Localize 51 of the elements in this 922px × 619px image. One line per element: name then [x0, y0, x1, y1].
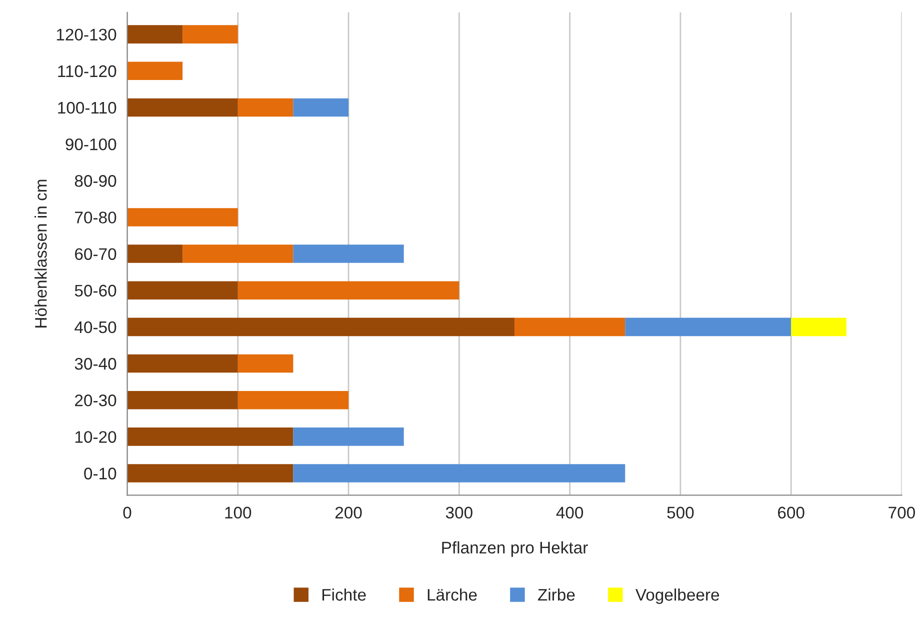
x-tick-label: 200 — [335, 506, 362, 519]
y-tick-label: 100-110 — [58, 102, 116, 114]
x-tick-label: 100 — [225, 506, 252, 519]
bar — [293, 464, 626, 482]
y-tick-label: 30-40 — [74, 358, 116, 370]
bar — [127, 464, 294, 482]
bar — [238, 390, 349, 410]
y-tick-label: 50-60 — [74, 284, 116, 297]
y-tick-label: 40-50 — [74, 321, 116, 334]
bar — [127, 208, 238, 226]
bar — [182, 25, 238, 44]
y-tick-label: 60-70 — [75, 248, 116, 260]
bar — [625, 318, 792, 336]
bar — [238, 354, 294, 373]
bar — [293, 98, 349, 117]
y-tick-label: 70-80 — [75, 212, 116, 224]
legend-label: Zirbe — [538, 588, 575, 601]
x-tick-label: 0 — [123, 506, 132, 519]
x-tick-label: 700 — [888, 506, 915, 519]
legend-label: Fichte — [322, 588, 366, 601]
y-tick-label: 110-120 — [58, 65, 116, 78]
y-tick-label: 10-20 — [75, 431, 116, 443]
x-tick-label: 600 — [778, 506, 804, 519]
bar — [127, 62, 183, 80]
y-tick-label: 90-100 — [66, 138, 116, 150]
x-axis-title: Pflanzen pro Hektar — [442, 541, 588, 557]
legend-label: Vogelbeere — [635, 588, 720, 604]
bar — [293, 428, 404, 446]
bar — [127, 354, 238, 373]
y-axis-title: Höhenklassen in cm — [34, 180, 47, 328]
x-tick-label: 400 — [556, 506, 584, 519]
legend-label: Lärche — [428, 588, 477, 601]
y-tick-label: 20-30 — [75, 394, 116, 406]
bar — [127, 428, 294, 446]
bar — [791, 318, 846, 336]
bar — [514, 318, 626, 336]
y-tick-label: 0-10 — [84, 468, 116, 480]
x-tick-label: 300 — [446, 506, 472, 519]
bar — [238, 98, 294, 117]
x-tick-label: 500 — [667, 506, 694, 519]
y-tick-label: 80-90 — [74, 175, 116, 187]
bar — [127, 281, 238, 300]
bar — [127, 390, 238, 410]
y-tick-label: 120-130 — [56, 28, 116, 41]
bar — [127, 244, 183, 263]
bar — [127, 318, 514, 336]
bar — [127, 98, 238, 117]
bar — [238, 281, 460, 300]
bar — [127, 25, 183, 44]
bar — [182, 244, 294, 263]
bar — [293, 244, 404, 263]
